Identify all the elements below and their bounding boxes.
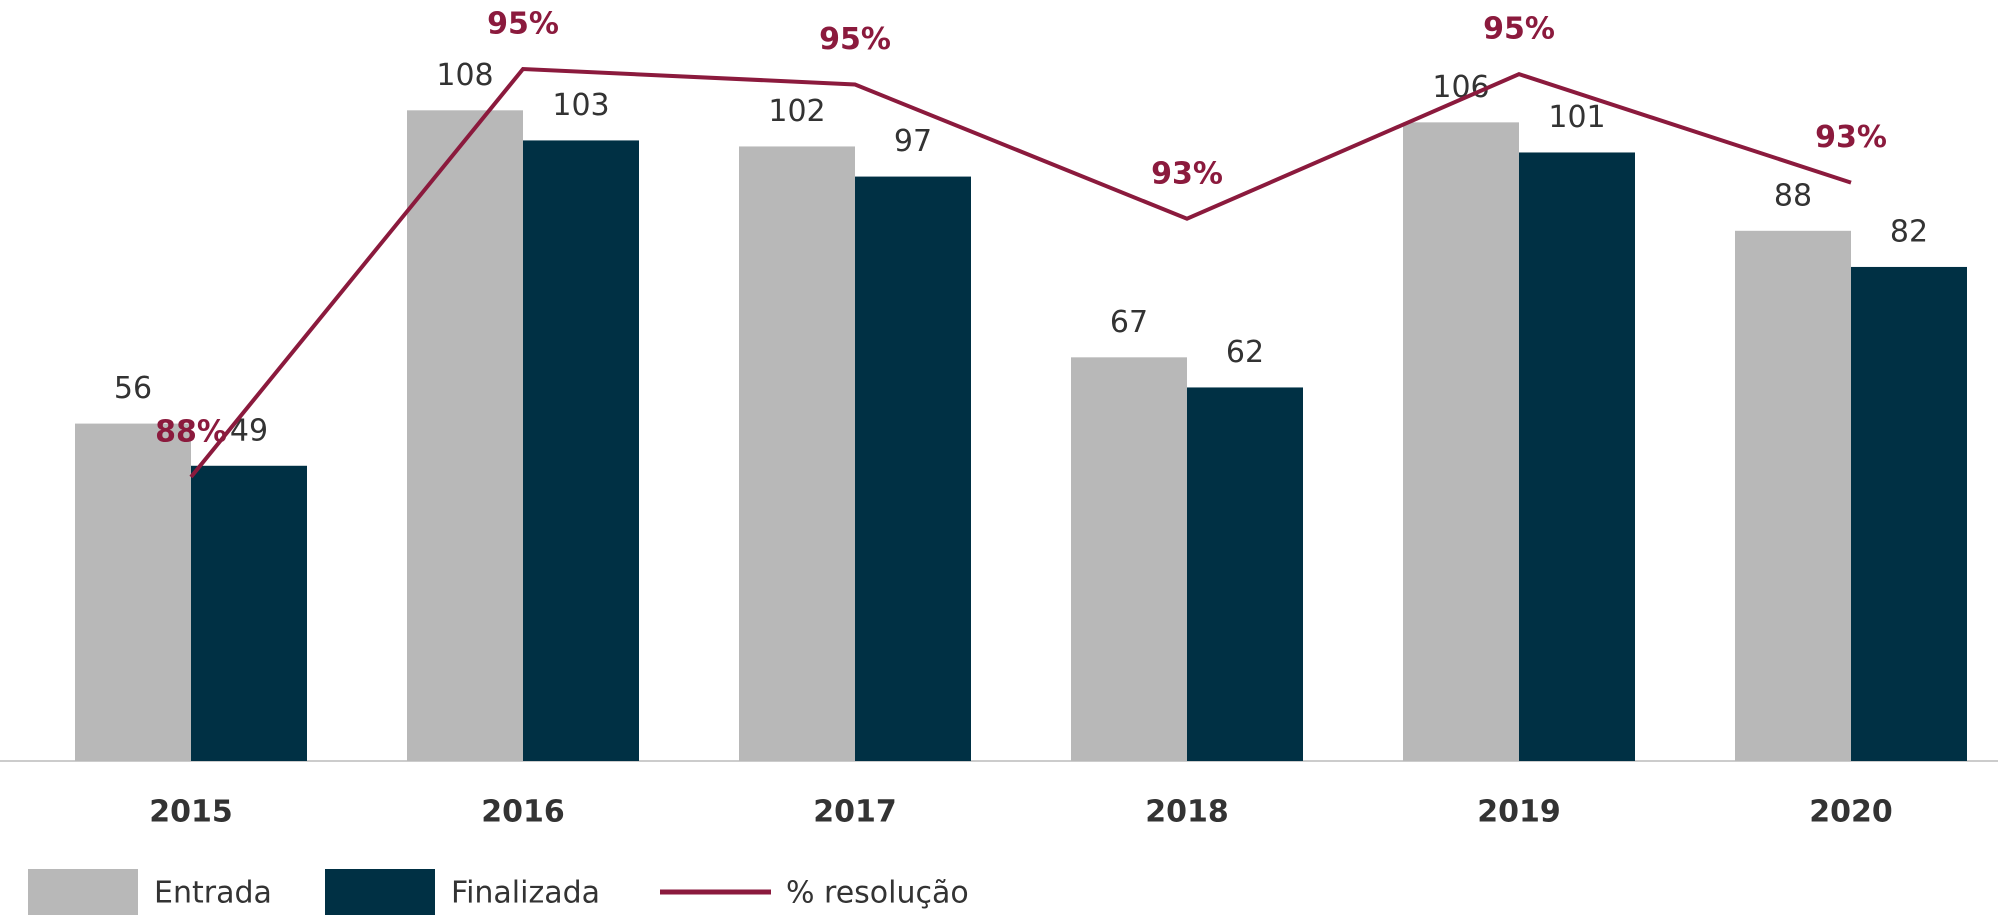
line-label: 95% (819, 22, 891, 57)
bar-label: 62 (1226, 335, 1264, 370)
line-label: 88% (155, 414, 227, 449)
line-label: 93% (1815, 120, 1887, 155)
bar (1519, 152, 1635, 762)
bar (407, 110, 523, 762)
line-label: 95% (1483, 12, 1555, 47)
bar-label: 97 (894, 124, 932, 159)
bar-label: 88 (1774, 178, 1812, 213)
bar (523, 140, 639, 762)
x-tick-label: 2015 (149, 795, 233, 830)
legend-label: Entrada (154, 876, 272, 911)
bar (1403, 122, 1519, 762)
bar (191, 465, 307, 761)
bar (1071, 357, 1187, 761)
line (189, 66, 1852, 479)
x-tick-label: 2020 (1809, 795, 1893, 830)
bar-label: 101 (1548, 100, 1605, 135)
legend-label: % resolução (786, 876, 969, 911)
bar-label: 56 (114, 371, 152, 406)
bar-label: 67 (1110, 305, 1148, 340)
x-tick-label: 2019 (1477, 795, 1561, 830)
bar (1735, 230, 1851, 762)
bar-label: 102 (768, 94, 825, 129)
bar (739, 146, 855, 761)
x-tick-label: 2016 (481, 795, 565, 830)
x-tick-label: 2017 (813, 795, 897, 830)
bar-label: 82 (1890, 214, 1928, 249)
line-label: 93% (1151, 156, 1223, 191)
bar (855, 176, 971, 761)
legend-swatch (325, 869, 435, 915)
bar (1851, 266, 1967, 761)
legend-label: Finalizada (451, 876, 600, 911)
bar-label: 49 (230, 413, 268, 448)
line-label: 95% (487, 6, 559, 41)
bar-label: 108 (436, 58, 493, 93)
x-tick-label: 2018 (1145, 795, 1229, 830)
legend-swatch (28, 869, 138, 915)
bar (1187, 387, 1303, 761)
bar-label: 103 (552, 88, 609, 123)
bar (75, 423, 191, 761)
